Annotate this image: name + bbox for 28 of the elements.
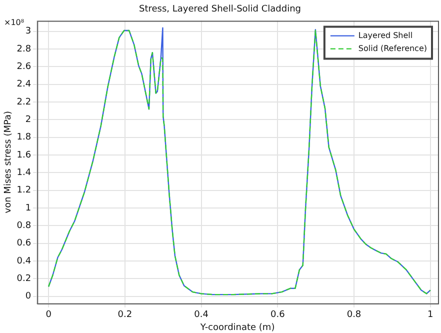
x-axis-title: Y-coordinate (m) (199, 322, 275, 333)
y-tick-label: 0.8 (16, 221, 32, 232)
y-tick-label: 0 (25, 292, 32, 302)
y-tick-label: 1.4 (16, 168, 32, 178)
y-tick-label: 1.6 (16, 150, 32, 160)
y-tick-label: 3 (25, 26, 32, 37)
text: ×10⁸ (4, 18, 24, 27)
x-tick-label: 1 (427, 310, 434, 320)
legend-label: Solid (Reference) (358, 44, 428, 53)
y-tick-label: 2.8 (16, 44, 32, 54)
y-tick-label: 0.4 (16, 256, 32, 266)
y-tick-label: 0.2 (16, 274, 32, 284)
x-tick-label: 0.2 (118, 310, 132, 320)
x-tick-label: 0 (46, 310, 52, 320)
chart-title: Stress, Layered Shell-Solid Cladding (138, 4, 302, 15)
x-tick-label: 0.8 (346, 310, 362, 320)
y-axis-title: von Mises stress (MPa) (4, 110, 14, 214)
y-tick-label: 2.6 (16, 62, 32, 72)
y-tick-label: 1.2 (16, 186, 32, 196)
y-tick-label: 2 (25, 115, 32, 126)
y-tick-label: 2.2 (16, 97, 32, 108)
y-tick-label: 0.6 (16, 238, 32, 249)
y-tick-label: 1.8 (16, 132, 32, 143)
x-tick-label: 0.6 (270, 310, 286, 320)
y-tick-label: 1 (25, 203, 32, 214)
legend-label: Layered Shell (358, 30, 413, 40)
y-tick-label: 2.4 (16, 80, 32, 90)
x-tick-label: 0.4 (194, 310, 209, 320)
